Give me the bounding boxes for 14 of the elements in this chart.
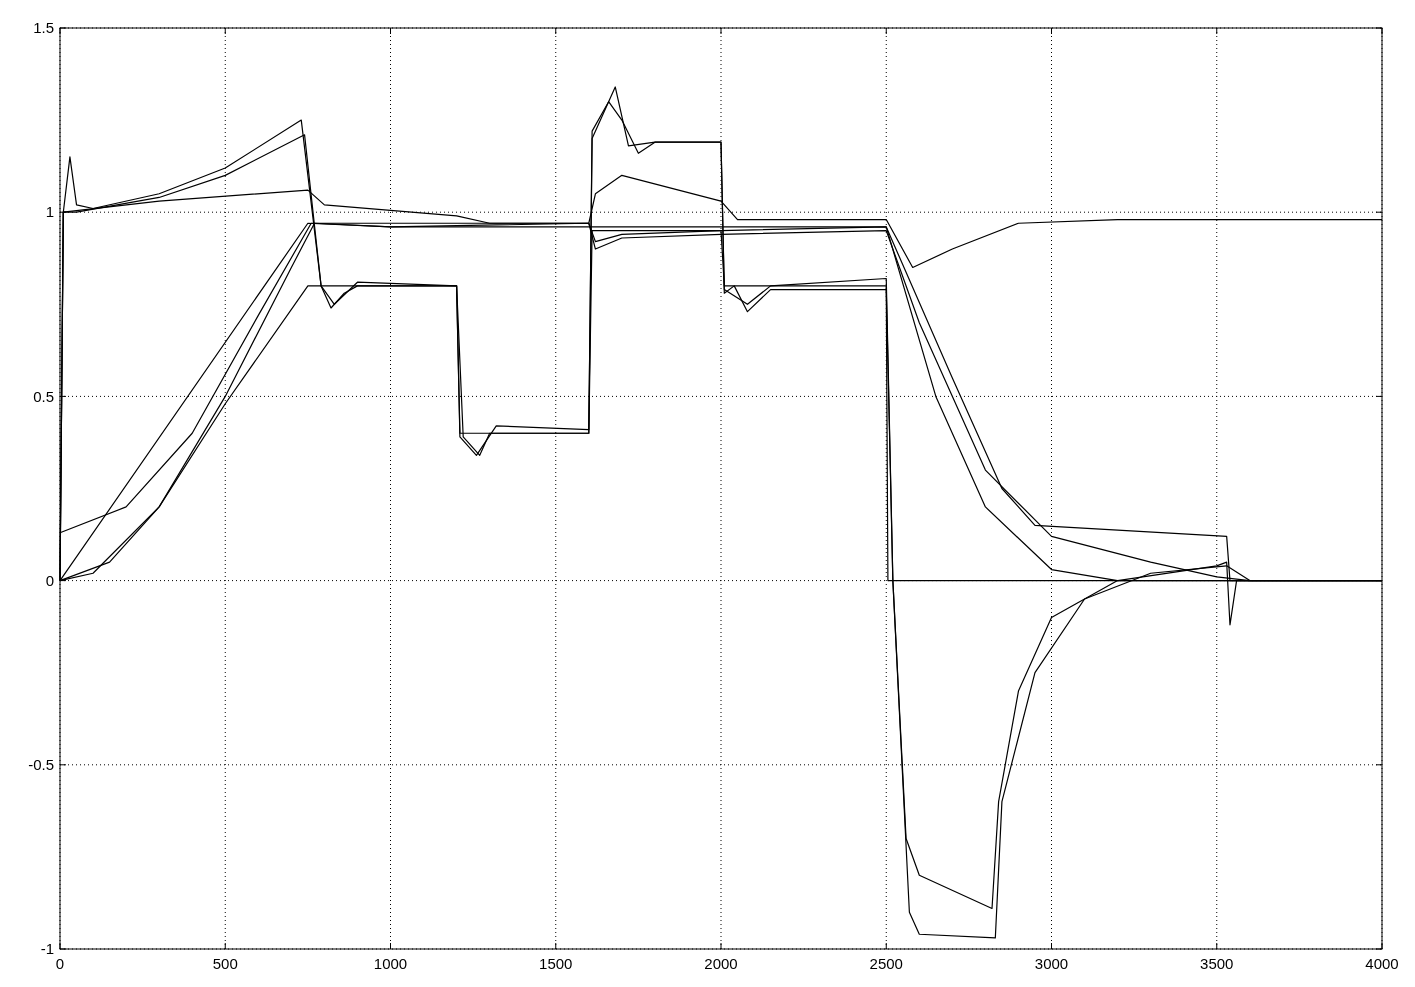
y-tick-label: -0.5 <box>28 756 54 774</box>
x-tick-label: 500 <box>212 955 238 972</box>
x-tick-label: 2000 <box>704 955 738 972</box>
x-tick-label: 3500 <box>1200 955 1234 972</box>
y-tick-label: 0.5 <box>33 387 54 405</box>
y-tick-label: 1.5 <box>33 19 54 37</box>
x-tick-label: 1000 <box>373 955 408 972</box>
x-tick-label: 4000 <box>1365 955 1399 972</box>
y-tick-label: -1 <box>40 940 54 958</box>
x-tick-label: 3000 <box>1034 955 1069 972</box>
y-tick-label: 0 <box>45 571 54 589</box>
x-tick-label: 2500 <box>869 955 903 972</box>
y-tick-label: 1 <box>45 203 54 221</box>
x-tick-label: 1500 <box>539 955 573 972</box>
